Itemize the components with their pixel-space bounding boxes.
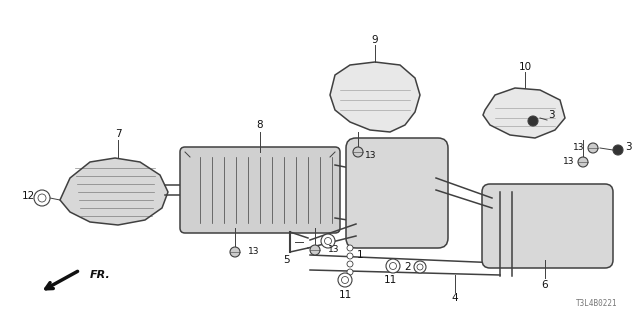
- Text: 2: 2: [404, 262, 412, 272]
- Ellipse shape: [321, 234, 335, 248]
- Ellipse shape: [353, 147, 363, 157]
- FancyBboxPatch shape: [482, 184, 613, 268]
- Text: 5: 5: [284, 255, 291, 265]
- Text: 13: 13: [248, 247, 259, 257]
- Text: FR.: FR.: [90, 270, 111, 280]
- Text: 13: 13: [365, 150, 376, 159]
- Ellipse shape: [588, 143, 598, 153]
- Ellipse shape: [342, 276, 349, 284]
- Ellipse shape: [230, 247, 240, 257]
- Text: 13: 13: [563, 157, 574, 166]
- Polygon shape: [483, 88, 565, 138]
- Text: 8: 8: [257, 120, 263, 130]
- Ellipse shape: [310, 245, 320, 255]
- Text: 13: 13: [573, 143, 584, 153]
- Ellipse shape: [347, 253, 353, 259]
- Text: 11: 11: [383, 275, 397, 285]
- Ellipse shape: [386, 259, 400, 273]
- Polygon shape: [60, 158, 168, 225]
- Ellipse shape: [338, 273, 352, 287]
- Text: 4: 4: [452, 293, 458, 303]
- Text: 3: 3: [625, 142, 631, 152]
- Text: 7: 7: [115, 129, 122, 139]
- FancyBboxPatch shape: [180, 147, 340, 233]
- FancyBboxPatch shape: [346, 138, 448, 248]
- Ellipse shape: [613, 145, 623, 155]
- Ellipse shape: [347, 245, 353, 251]
- Text: 9: 9: [372, 35, 378, 45]
- Ellipse shape: [34, 190, 50, 206]
- Text: 11: 11: [339, 290, 351, 300]
- Text: 6: 6: [541, 280, 548, 290]
- Ellipse shape: [528, 116, 538, 126]
- Ellipse shape: [347, 269, 353, 275]
- Text: 12: 12: [21, 191, 35, 201]
- Ellipse shape: [347, 261, 353, 267]
- Text: T3L4B0221: T3L4B0221: [577, 299, 618, 308]
- Ellipse shape: [38, 194, 46, 202]
- Ellipse shape: [578, 157, 588, 167]
- Text: 1: 1: [356, 250, 364, 260]
- Ellipse shape: [414, 261, 426, 273]
- Polygon shape: [330, 62, 420, 132]
- Text: 3: 3: [548, 110, 554, 120]
- Ellipse shape: [417, 264, 423, 270]
- Text: 13: 13: [328, 245, 339, 254]
- Ellipse shape: [390, 262, 397, 269]
- Ellipse shape: [324, 237, 332, 244]
- Text: 10: 10: [518, 62, 532, 72]
